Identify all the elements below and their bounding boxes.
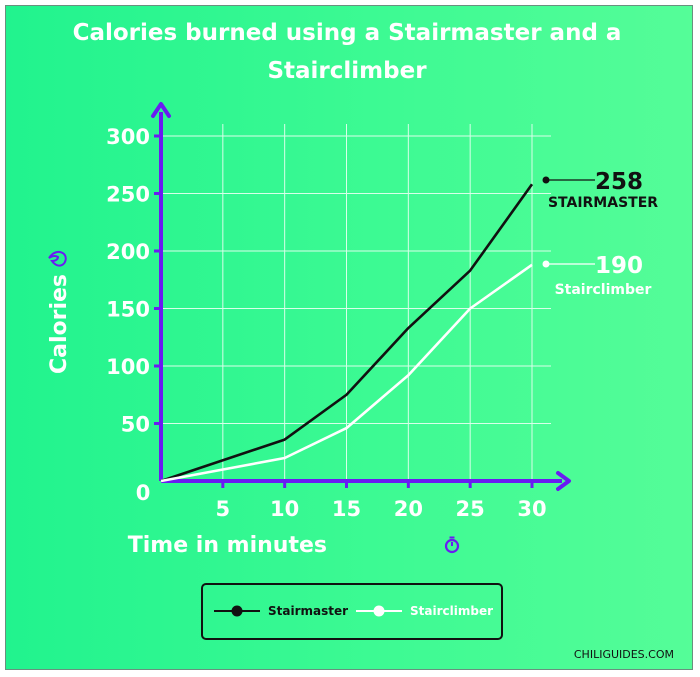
flame-icon <box>48 250 67 267</box>
x-axis-label: Time in minutes <box>128 533 327 558</box>
chart-title-line-1: Calories burned using a Stairmaster and … <box>73 20 622 46</box>
chart-title-line-2: Stairclimber <box>267 58 427 84</box>
end-label-stairmaster: STAIRMASTER <box>548 195 658 211</box>
series-line-stairmaster <box>160 183 534 483</box>
source-credit: CHILIGUIDES.COM <box>574 648 674 661</box>
y-axis-label: Calories <box>47 274 72 374</box>
x-tick-label: 30 <box>517 497 546 521</box>
y-tick-label: 100 <box>106 355 150 379</box>
legend-box <box>201 583 503 640</box>
x-tick-label: 10 <box>270 497 299 521</box>
series-line-stairclimber <box>160 263 533 483</box>
legend-label-stairclimber: Stairclimber <box>410 604 493 618</box>
chart-frame: Calories burned using a Stairmaster and … <box>5 5 693 670</box>
y-tick-label: 250 <box>106 183 150 207</box>
x-tick-label: 25 <box>456 497 485 521</box>
chart-svg: Calories burned using a Stairmaster and … <box>47 20 674 661</box>
legend: Stairmaster Stairclimber <box>201 583 503 640</box>
x-axis-arrow <box>556 471 571 491</box>
legend-marker-stairmaster <box>231 605 243 617</box>
y-axis-label-group: Calories <box>47 250 72 374</box>
y-tick-label: 200 <box>106 240 150 264</box>
y-tick-label: 150 <box>106 298 150 322</box>
x-axis-label-group: Time in minutes <box>128 533 460 558</box>
legend-item-stairmaster: Stairmaster <box>214 604 348 618</box>
legend-label-stairmaster: Stairmaster <box>268 604 348 618</box>
end-value-stairclimber: 190 <box>595 253 643 279</box>
y-tick-label: 50 <box>121 413 150 437</box>
stopwatch-icon <box>444 536 460 554</box>
origin-label: 0 <box>136 481 151 505</box>
x-tick-label: 20 <box>394 497 423 521</box>
y-tick-label: 300 <box>106 125 150 149</box>
y-axis-arrow <box>151 102 171 118</box>
end-value-stairmaster: 258 <box>595 169 643 195</box>
legend-item-stairclimber: Stairclimber <box>356 604 493 618</box>
x-tick-label: 5 <box>216 497 231 521</box>
end-label-stairclimber: Stairclimber <box>555 282 652 298</box>
legend-marker-stairclimber <box>373 605 385 617</box>
x-tick-label: 15 <box>332 497 361 521</box>
